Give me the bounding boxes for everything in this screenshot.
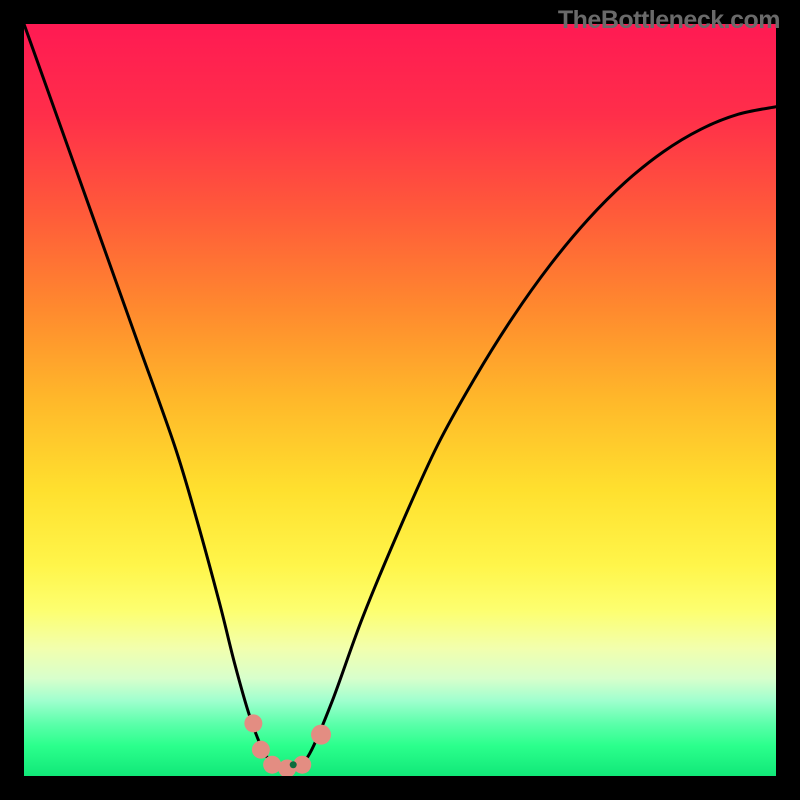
node-dot bbox=[252, 741, 270, 759]
node-dot bbox=[244, 714, 262, 732]
node-dot bbox=[263, 756, 281, 774]
node-center-dot bbox=[290, 761, 297, 768]
curve-layer bbox=[24, 24, 776, 776]
node-dot bbox=[311, 725, 331, 745]
watermark-text: TheBottleneck.com bbox=[558, 6, 780, 35]
curve-nodes bbox=[244, 714, 331, 776]
bottleneck-curve bbox=[24, 24, 776, 770]
plot-area bbox=[24, 24, 776, 776]
